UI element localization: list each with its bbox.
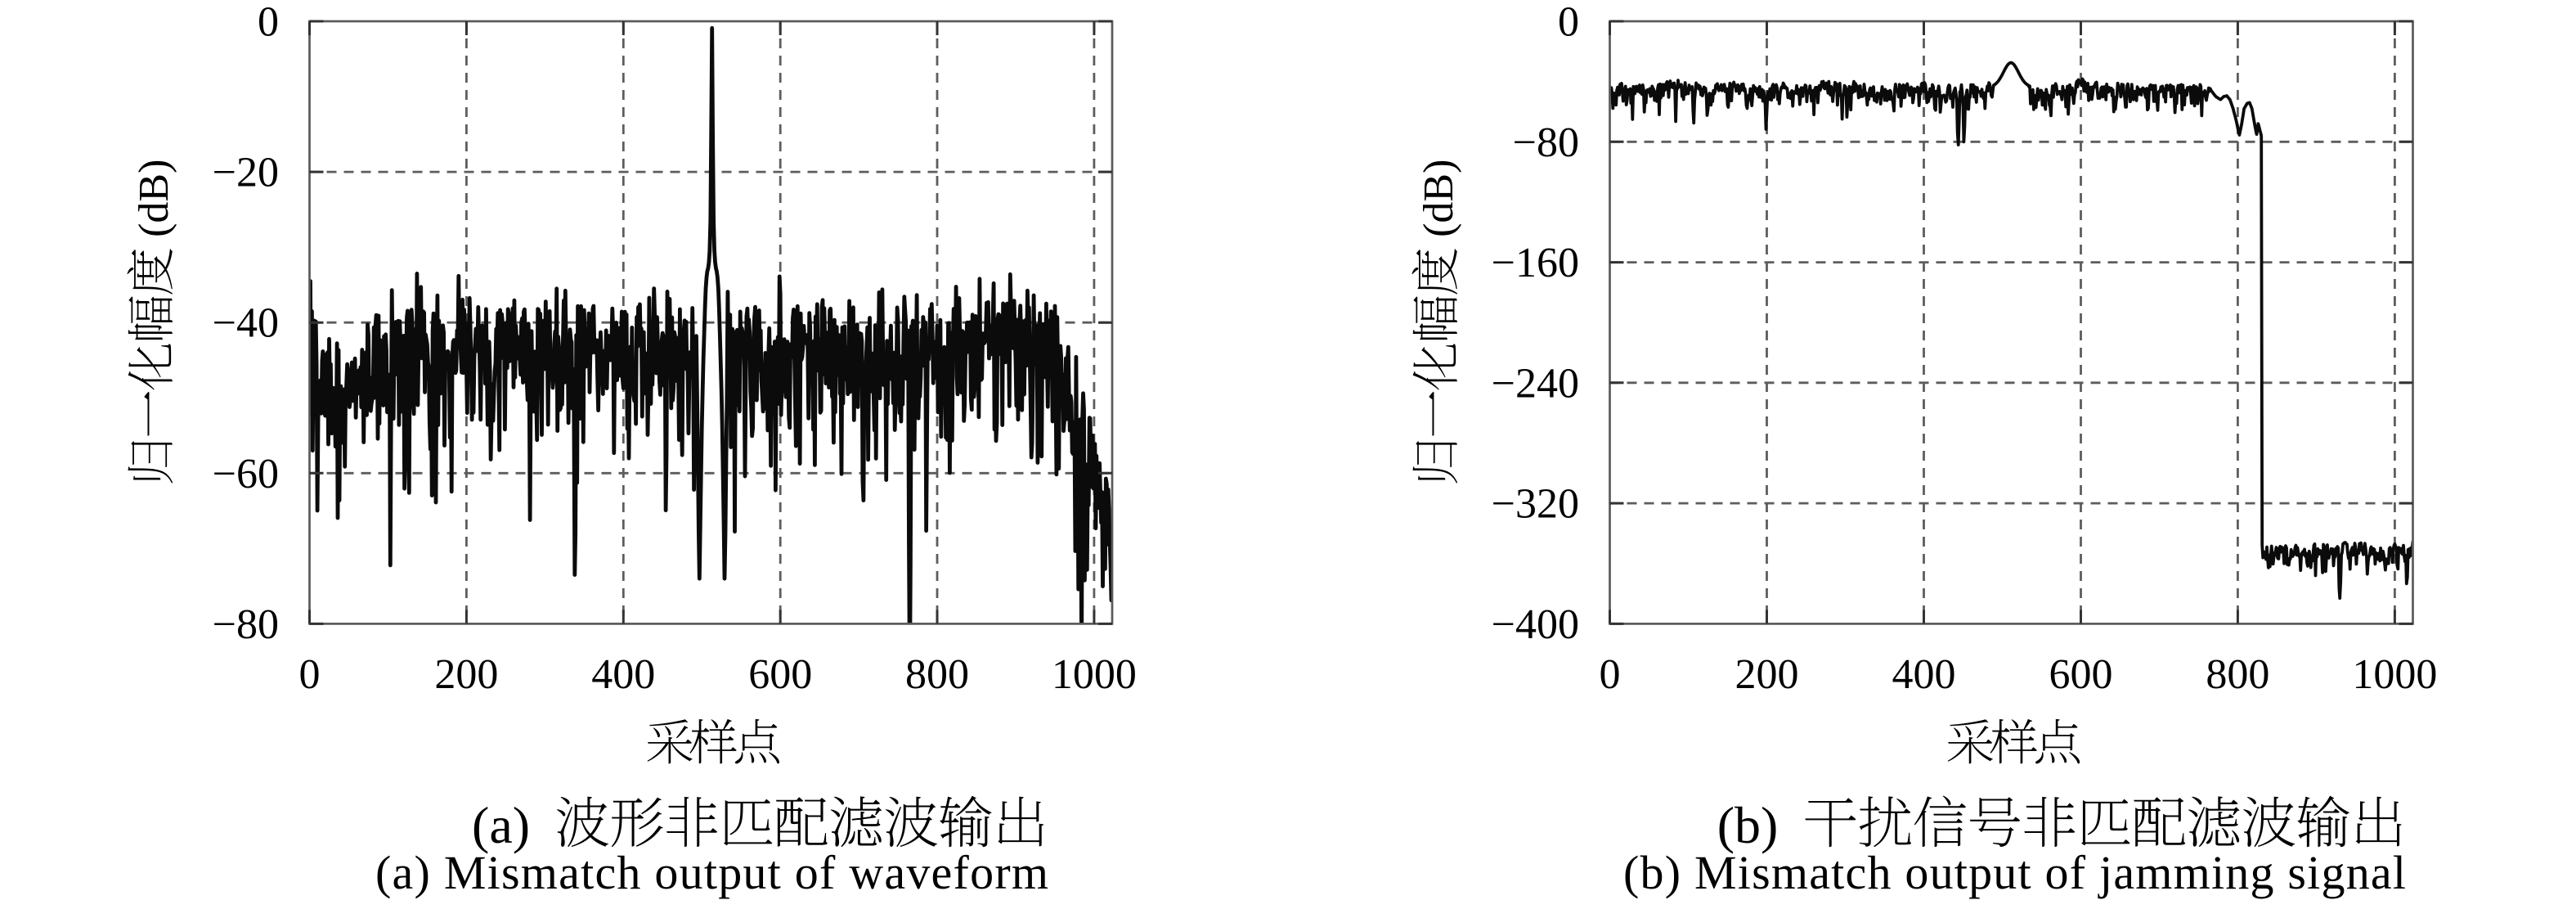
svg-text:(b) Mismatch output of jamming: (b) Mismatch output of jamming signal (1623, 846, 2406, 899)
svg-text:−40: −40 (213, 300, 279, 347)
svg-text:600: 600 (2049, 651, 2113, 698)
svg-text:800: 800 (2206, 651, 2269, 698)
svg-text:(a): (a) (472, 796, 530, 854)
svg-text:200: 200 (1735, 651, 1799, 698)
svg-text:0: 0 (258, 0, 279, 46)
svg-text:−320: −320 (1492, 481, 1579, 528)
svg-text:0: 0 (299, 651, 321, 698)
svg-text:−20: −20 (213, 150, 279, 196)
svg-text:−400: −400 (1492, 601, 1579, 648)
svg-text:600: 600 (748, 651, 812, 698)
svg-text:−60: −60 (213, 451, 279, 497)
svg-text:400: 400 (591, 651, 655, 698)
svg-text:400: 400 (1892, 651, 1956, 698)
svg-text:800: 800 (905, 651, 969, 698)
svg-text:−80: −80 (213, 601, 279, 648)
svg-text:(dB): (dB) (131, 160, 177, 237)
svg-text:−80: −80 (1513, 119, 1579, 166)
svg-text:1000: 1000 (2352, 651, 2437, 698)
svg-text:200: 200 (434, 651, 498, 698)
svg-text:−240: −240 (1492, 360, 1579, 407)
svg-text:(a) Mismatch output of wavefor: (a) Mismatch output of waveform (375, 846, 1048, 899)
svg-text:(b): (b) (1717, 796, 1779, 854)
svg-text:−160: −160 (1492, 240, 1579, 286)
svg-text:0: 0 (1558, 0, 1579, 46)
svg-text:(dB): (dB) (1416, 160, 1462, 237)
svg-text:1000: 1000 (1052, 651, 1137, 698)
svg-text:0: 0 (1600, 651, 1621, 698)
